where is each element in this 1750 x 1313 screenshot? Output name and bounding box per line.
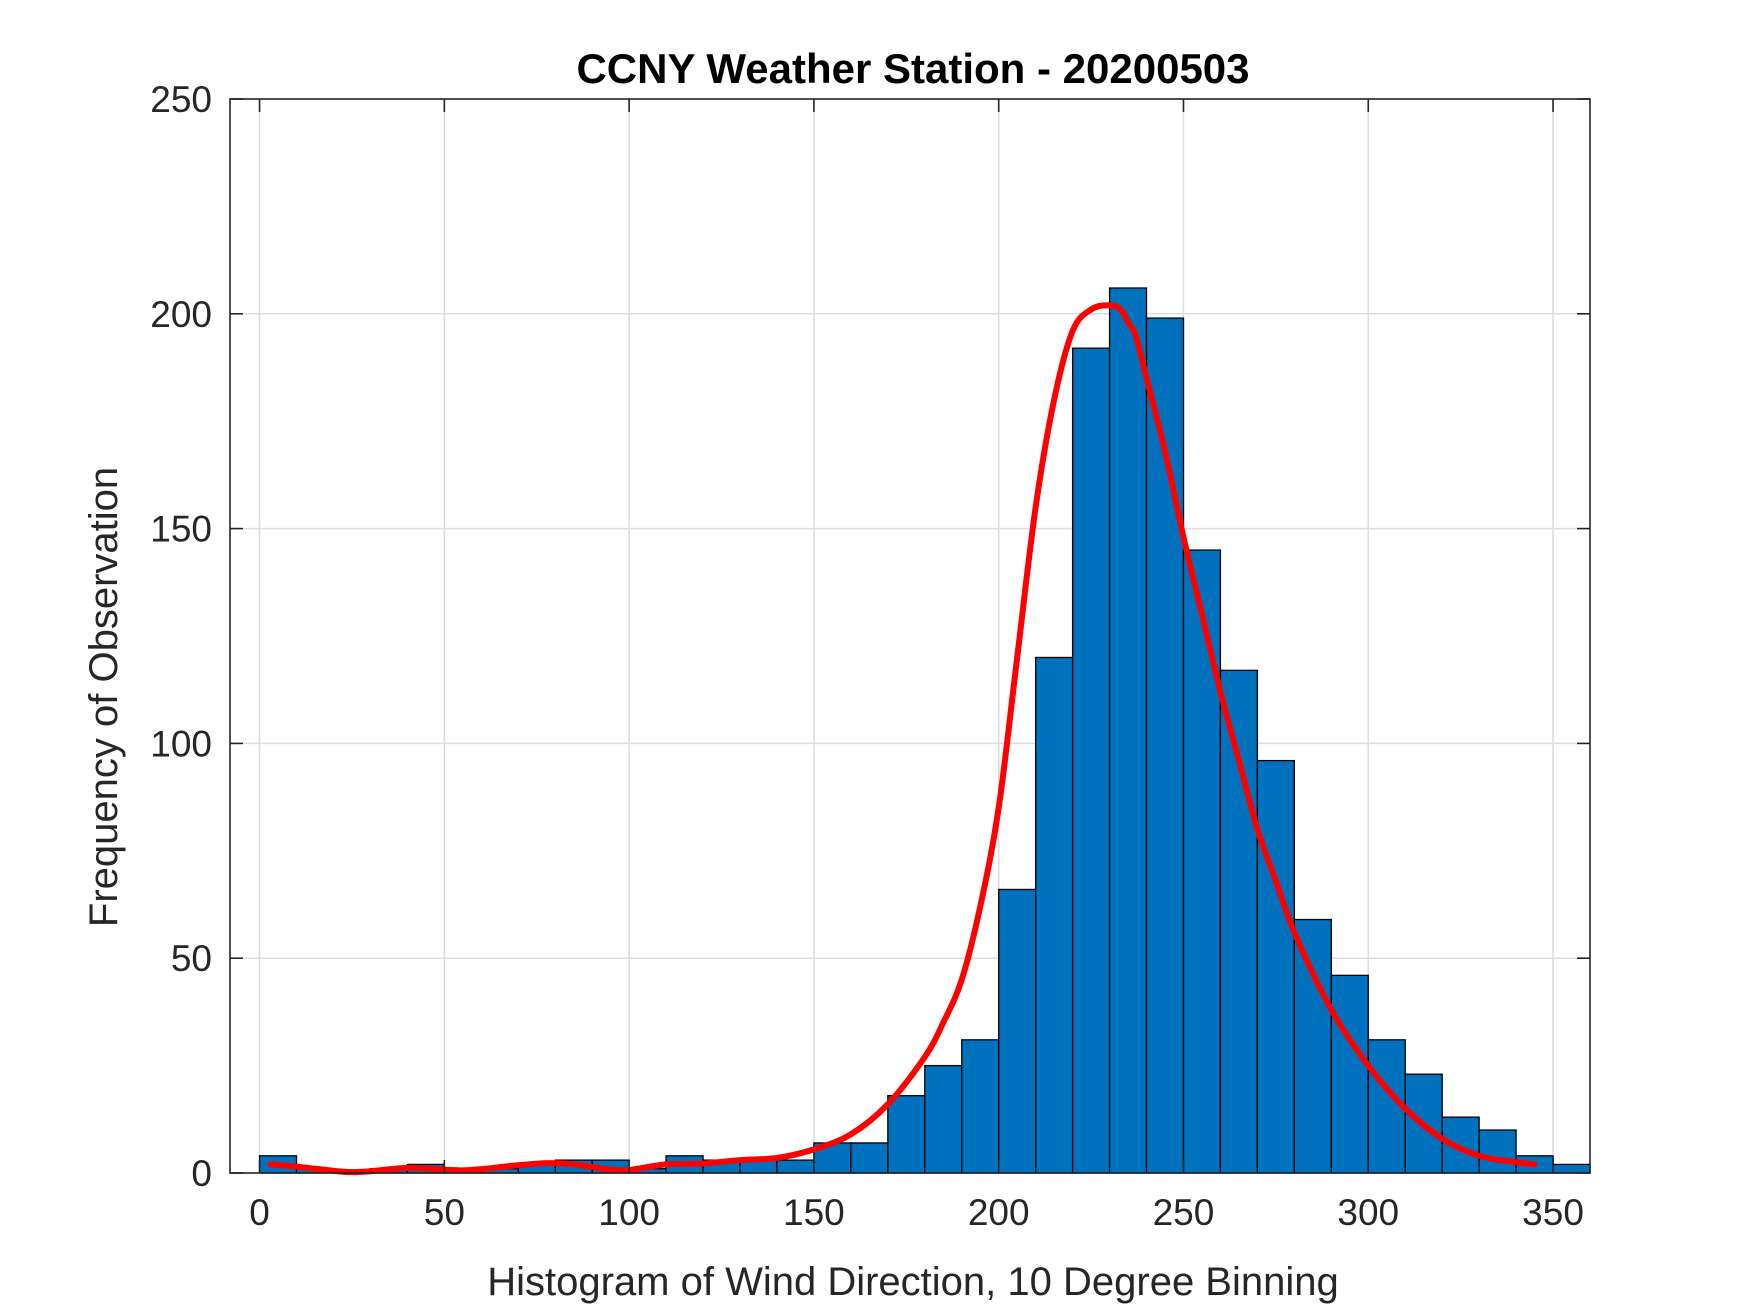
y-tick-label: 150 (150, 509, 212, 550)
histogram-bar (887, 1095, 926, 1174)
fit-curve-layer (267, 302, 1538, 1176)
y-tick-label: 100 (150, 723, 212, 764)
histogram-bar (1256, 759, 1295, 1174)
histogram-bar (924, 1064, 963, 1174)
x-tick-labels: 0 50 100 150 200 250 300 350 (249, 1192, 1584, 1233)
histogram-bars (258, 287, 1591, 1174)
y-tick-label: 0 (191, 1153, 212, 1194)
y-axis-label: Frequency of Observation (82, 467, 126, 927)
tick-marks (230, 98, 1590, 1174)
histogram-bar (998, 888, 1037, 1174)
x-tick-label: 100 (598, 1192, 660, 1233)
y-tick-label: 50 (171, 938, 212, 979)
fit-curve-line (267, 302, 1538, 1176)
x-tick-label: 350 (1522, 1192, 1584, 1233)
histogram-bar (776, 1159, 815, 1174)
histogram-bar (1478, 1129, 1517, 1174)
y-tick-label: 200 (150, 294, 212, 335)
x-tick-label: 250 (1153, 1192, 1215, 1233)
x-tick-label: 200 (968, 1192, 1030, 1233)
x-tick-label: 300 (1337, 1192, 1399, 1233)
histogram-bar (961, 1039, 1000, 1174)
x-tick-label: 0 (249, 1192, 270, 1233)
histogram-bar (1219, 669, 1259, 1174)
plot-area-border (229, 98, 1591, 1174)
x-axis-label: Histogram of Wind Direction, 10 Degree B… (487, 1260, 1339, 1304)
histogram-bar (1293, 918, 1332, 1174)
chart-title: CCNY Weather Station - 20200503 (576, 45, 1249, 92)
histogram-bar (1071, 347, 1111, 1174)
histogram-bar (1035, 656, 1074, 1174)
y-tick-label: 250 (150, 79, 212, 120)
x-tick-label: 150 (783, 1192, 845, 1233)
histogram-bar (1182, 549, 1222, 1174)
histogram-bar (1108, 287, 1148, 1174)
histogram-bar (850, 1142, 889, 1174)
histogram-bar (1330, 974, 1369, 1174)
histogram-bar (1552, 1163, 1591, 1174)
x-tick-label: 50 (424, 1192, 465, 1233)
y-tick-labels: 0 50 100 150 200 250 (150, 79, 212, 1194)
